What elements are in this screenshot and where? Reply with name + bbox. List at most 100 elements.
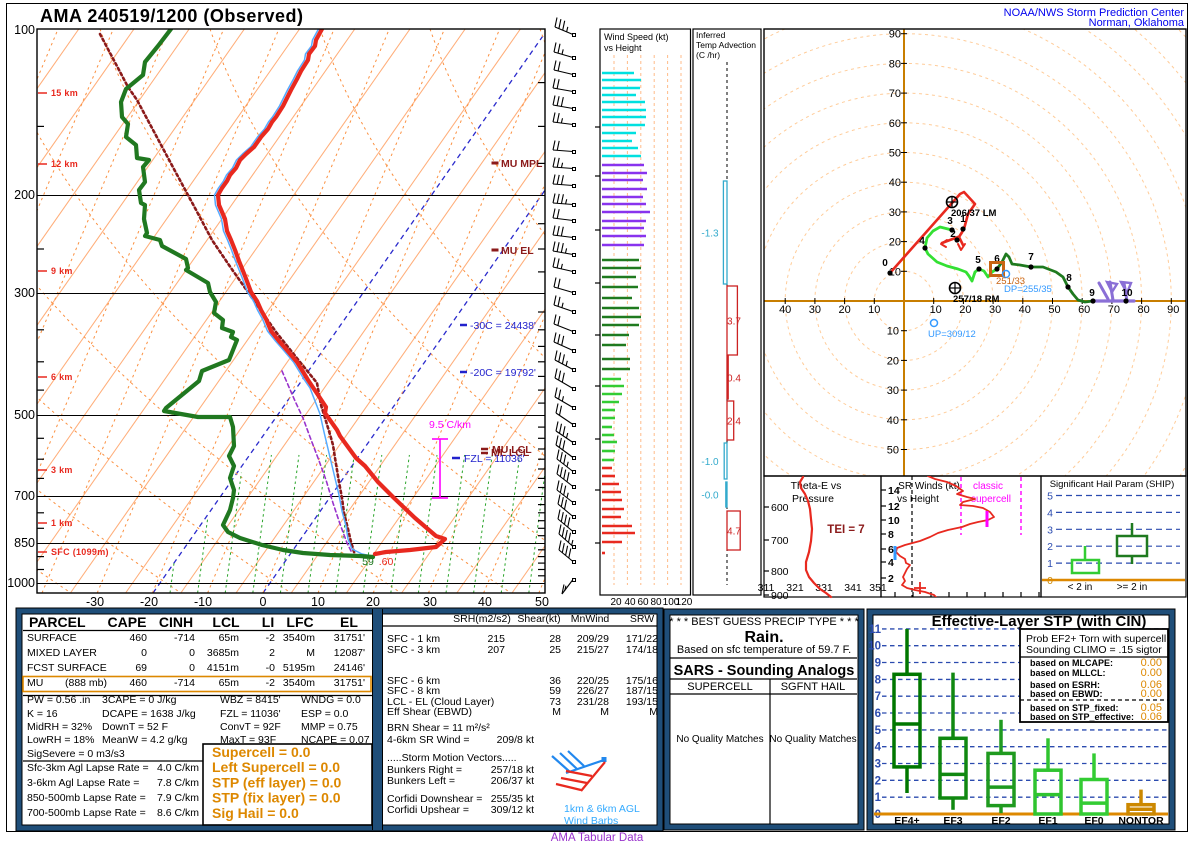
- svg-text:0: 0: [260, 595, 267, 609]
- svg-text:20: 20: [366, 595, 380, 609]
- svg-text:40: 40: [889, 177, 901, 189]
- svg-text:ESP = 0.0: ESP = 0.0: [301, 708, 349, 720]
- svg-text:-2: -2: [266, 632, 275, 644]
- svg-text:5: 5: [875, 725, 882, 737]
- svg-text:MU EL: MU EL: [501, 245, 534, 257]
- svg-text:5: 5: [975, 255, 981, 266]
- svg-text:Wind Barbs: Wind Barbs: [564, 815, 618, 827]
- svg-text:DP=255/35: DP=255/35: [1004, 284, 1052, 295]
- svg-text:40: 40: [478, 595, 492, 609]
- svg-text:215: 215: [487, 633, 505, 645]
- svg-text:PW = 0.56 .in: PW = 0.56 .in: [27, 694, 90, 706]
- svg-text:EF0: EF0: [1084, 815, 1103, 827]
- svg-text:20: 20: [610, 597, 622, 608]
- svg-text:215/27: 215/27: [577, 644, 609, 656]
- svg-text:7.8 C/km: 7.8 C/km: [157, 777, 199, 789]
- svg-text:50: 50: [535, 595, 549, 609]
- svg-text:Sfc-3km Agl Lapse Rate =: Sfc-3km Agl Lapse Rate =: [27, 762, 149, 774]
- svg-text:120: 120: [676, 597, 693, 608]
- svg-text:50: 50: [887, 445, 899, 457]
- svg-text:-714: -714: [174, 632, 195, 644]
- svg-text:SigSevere = 0 m3/s3: SigSevere = 0 m3/s3: [27, 748, 125, 760]
- svg-text:4: 4: [919, 236, 925, 247]
- svg-text:2: 2: [888, 573, 894, 585]
- svg-text:4: 4: [888, 557, 894, 569]
- svg-text:Theta-E vs: Theta-E vs: [791, 480, 842, 492]
- svg-text:0.06: 0.06: [1141, 679, 1162, 691]
- svg-text:2: 2: [875, 775, 881, 787]
- svg-text:TEI = 7: TEI = 7: [827, 524, 864, 536]
- svg-text:classic: classic: [973, 481, 1003, 492]
- svg-text:0.00: 0.00: [1141, 657, 1162, 669]
- svg-text:9 km: 9 km: [51, 266, 73, 276]
- svg-text:NCAPE = 0.07: NCAPE = 0.07: [301, 734, 370, 746]
- svg-text:EF1: EF1: [1038, 815, 1057, 827]
- svg-text:4.7: 4.7: [727, 527, 741, 538]
- svg-text:12 km: 12 km: [51, 159, 78, 169]
- svg-text:CAPE: CAPE: [108, 614, 147, 630]
- svg-text:10: 10: [311, 595, 325, 609]
- svg-text:M: M: [306, 647, 315, 659]
- svg-text:SURFACE: SURFACE: [27, 632, 77, 644]
- svg-text:9: 9: [1089, 288, 1095, 299]
- svg-text:6: 6: [994, 254, 1000, 265]
- svg-text:UP=309/12: UP=309/12: [928, 329, 976, 340]
- svg-text:0: 0: [189, 647, 195, 659]
- svg-text:3: 3: [1047, 524, 1053, 536]
- svg-text:SGFNT HAIL: SGFNT HAIL: [781, 681, 846, 693]
- svg-text:-0.0: -0.0: [701, 491, 719, 502]
- svg-text:WBZ = 8415': WBZ = 8415': [220, 694, 281, 706]
- svg-text:Pressure: Pressure: [792, 493, 834, 505]
- svg-text:600: 600: [771, 502, 789, 514]
- svg-text:30: 30: [889, 207, 901, 219]
- svg-text:30: 30: [423, 595, 437, 609]
- svg-text:SFC - 6 km: SFC - 6 km: [387, 675, 440, 687]
- svg-text:0.4: 0.4: [727, 374, 741, 385]
- svg-text:30: 30: [887, 385, 899, 397]
- svg-text:226/27: 226/27: [577, 685, 609, 697]
- svg-text:65m: 65m: [219, 677, 240, 689]
- svg-text:7: 7: [875, 691, 881, 703]
- svg-text:EF2: EF2: [991, 815, 1010, 827]
- svg-text:174/18: 174/18: [626, 644, 658, 656]
- svg-text:ML LCL: ML LCL: [491, 447, 530, 459]
- svg-text:1: 1: [875, 792, 882, 804]
- svg-text:M: M: [649, 706, 658, 718]
- svg-text:1km & 6km AGL: 1km & 6km AGL: [564, 803, 640, 815]
- svg-text:311: 311: [758, 582, 775, 594]
- svg-text:MeanW = 4.2 g/kg: MeanW = 4.2 g/kg: [102, 734, 188, 746]
- svg-text:NONTOR: NONTOR: [1118, 815, 1164, 827]
- svg-text:1: 1: [1047, 558, 1053, 570]
- svg-text:207: 207: [487, 644, 505, 656]
- svg-text:based on STP_effective:: based on STP_effective:: [1030, 712, 1134, 722]
- svg-text:based on MLLCL:: based on MLLCL:: [1030, 668, 1106, 678]
- svg-text:20: 20: [889, 237, 901, 249]
- svg-text:8.6 C/km: 8.6 C/km: [157, 807, 199, 819]
- svg-text:331: 331: [815, 582, 833, 594]
- svg-text:100: 100: [14, 23, 35, 37]
- svg-text:ConvT = 92F: ConvT = 92F: [220, 721, 281, 733]
- svg-text:LFC: LFC: [286, 614, 313, 630]
- svg-text:1000: 1000: [7, 576, 35, 590]
- svg-text:-2: -2: [266, 677, 275, 689]
- svg-text:-20C = 19792': -20C = 19792': [470, 367, 536, 379]
- svg-text:1: 1: [960, 214, 966, 225]
- svg-text:-0: -0: [266, 662, 275, 674]
- svg-text:< 2 in: < 2 in: [1068, 582, 1093, 593]
- svg-text:Sig Hail = 0.0: Sig Hail = 0.0: [212, 805, 299, 821]
- svg-text:-30: -30: [86, 595, 104, 609]
- svg-text:STP (fix layer) = 0.0: STP (fix layer) = 0.0: [212, 790, 341, 806]
- svg-text:90: 90: [1167, 304, 1179, 316]
- svg-text:193/15: 193/15: [626, 696, 658, 708]
- svg-text:2.4: 2.4: [727, 417, 741, 428]
- svg-text:209/8 kt: 209/8 kt: [497, 734, 534, 746]
- svg-text:-20: -20: [140, 595, 158, 609]
- svg-text:(888 mb): (888 mb): [65, 677, 107, 689]
- svg-text:K = 16: K = 16: [27, 708, 58, 720]
- svg-text:14: 14: [888, 485, 900, 497]
- svg-text:>= 2 in: >= 2 in: [1117, 582, 1148, 593]
- svg-text:0: 0: [189, 662, 195, 674]
- svg-text:0.05: 0.05: [1141, 702, 1162, 714]
- svg-text:1 km: 1 km: [51, 518, 73, 528]
- svg-text:3CAPE = 0 J/kg: 3CAPE = 0 J/kg: [102, 694, 177, 706]
